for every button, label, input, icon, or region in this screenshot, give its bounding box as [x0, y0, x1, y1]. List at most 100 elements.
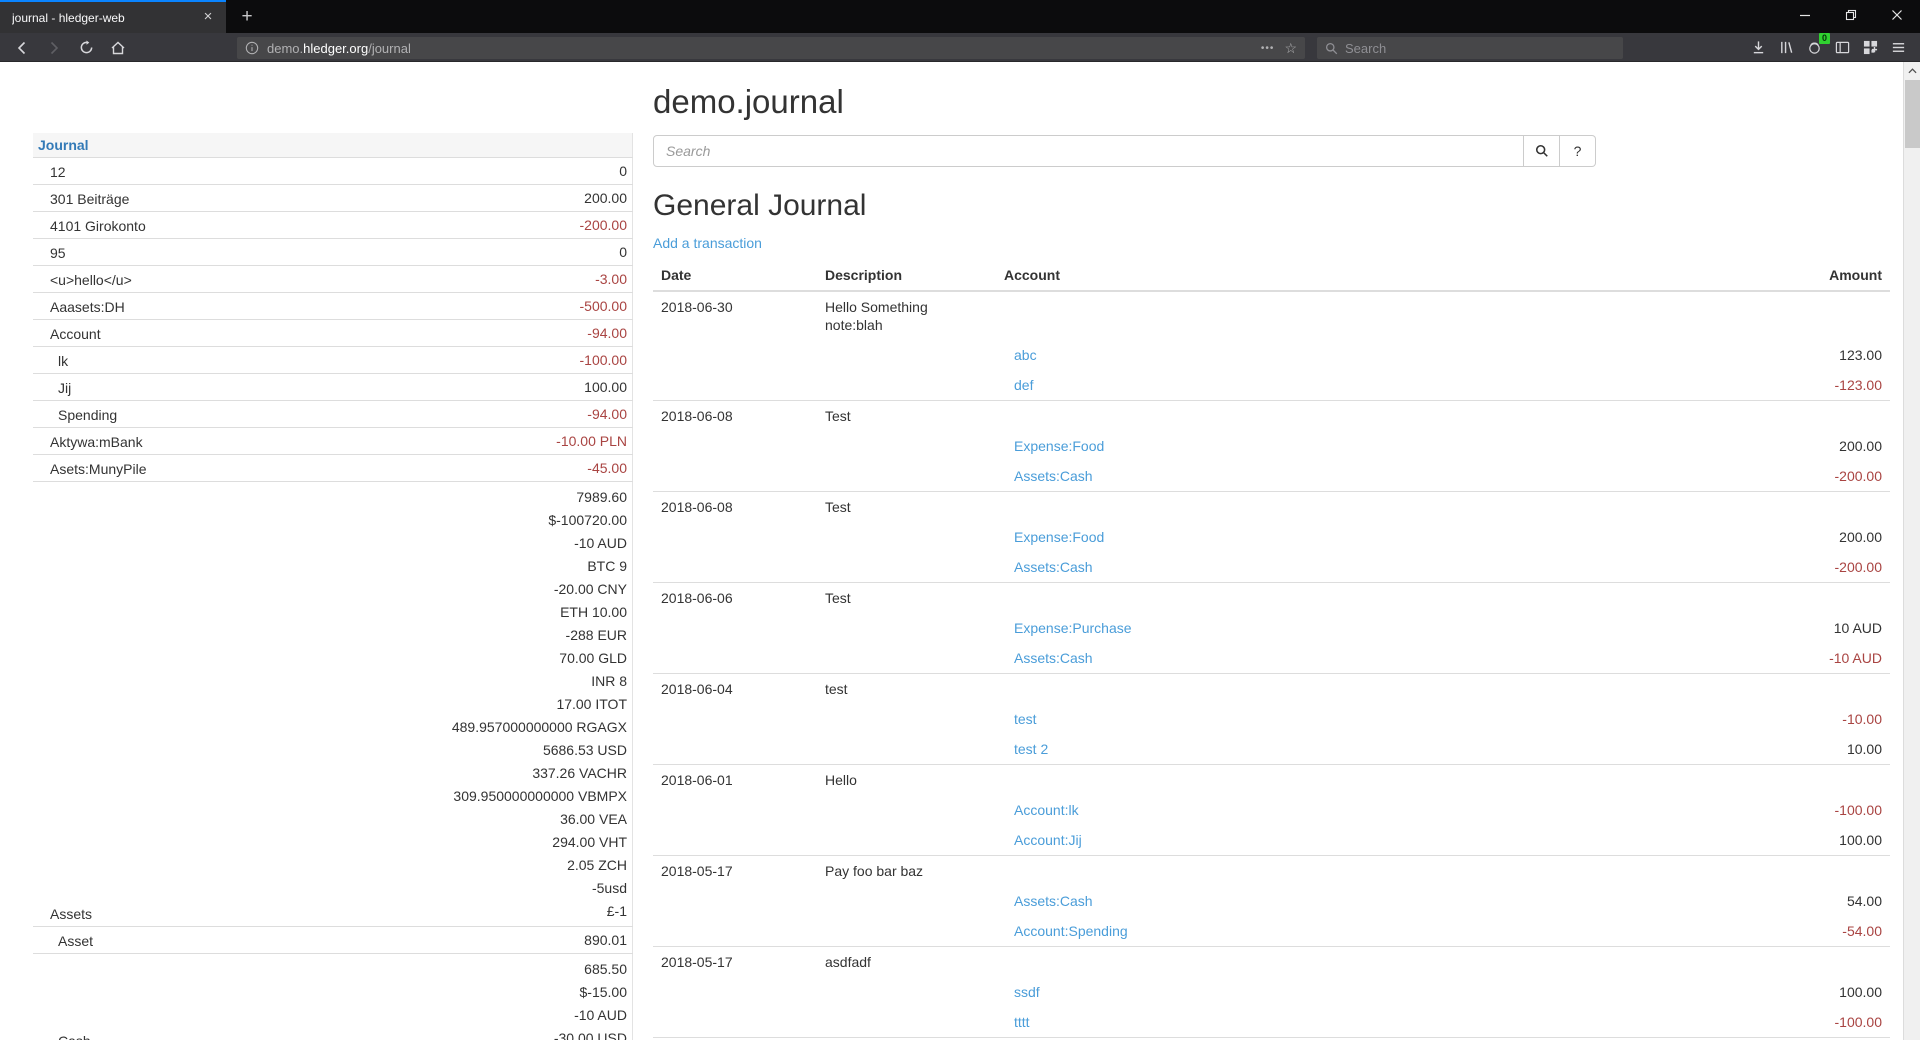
- transaction-title-row[interactable]: 2018-06-04 test: [653, 674, 1890, 705]
- transaction-title-row[interactable]: 2018-06-08 Test: [653, 401, 1890, 432]
- bookmark-star-icon[interactable]: ☆: [1284, 39, 1297, 56]
- transaction-title-row[interactable]: 2018-05-17 Pay foo bar baz: [653, 856, 1890, 887]
- posting-amount: -200.00: [1834, 559, 1882, 575]
- account-balance: £-1: [606, 903, 627, 919]
- sidebar-account-row: <u>hello</u> -3.00: [33, 265, 633, 293]
- forward-button[interactable]: [40, 35, 68, 60]
- transaction-title-row[interactable]: 2018-05-17 asdfadf: [653, 947, 1890, 978]
- sidebar-account-link[interactable]: Account: [50, 326, 101, 342]
- posting-amount: -100.00: [1834, 1014, 1882, 1030]
- posting-account-link[interactable]: tttt: [1014, 1014, 1030, 1030]
- posting-account-link[interactable]: abc: [1014, 347, 1037, 363]
- account-balance: 294.00 VHT: [552, 834, 627, 850]
- posting-row: Expense:Food 200.00: [653, 522, 1890, 552]
- sidebar-account-link[interactable]: Asets:MunyPile: [50, 461, 147, 477]
- posting-account-link[interactable]: Assets:Cash: [1014, 559, 1093, 575]
- posting-account-link[interactable]: def: [1014, 377, 1034, 393]
- posting-row: Account:Spending -54.00: [653, 916, 1890, 947]
- journal-link[interactable]: Journal: [38, 137, 89, 153]
- sidebar-account-link[interactable]: Aktywa:mBank: [50, 434, 143, 450]
- posting-account-link[interactable]: Expense:Food: [1014, 438, 1105, 454]
- posting-account-link[interactable]: Expense:Food: [1014, 529, 1105, 545]
- sidebar-account-link[interactable]: Cash: [58, 1033, 91, 1040]
- posting-account-link[interactable]: Expense:Purchase: [1014, 620, 1132, 636]
- posting-account-link[interactable]: test 2: [1014, 741, 1049, 757]
- posting-row: Assets:Cash -200.00: [653, 552, 1890, 583]
- sidebar-account-link[interactable]: 95: [50, 245, 66, 261]
- page-actions-icon[interactable]: •••: [1260, 42, 1275, 54]
- posting-amount: -100.00: [1834, 802, 1882, 818]
- menu-icon[interactable]: [1884, 35, 1912, 60]
- reload-button[interactable]: [72, 35, 100, 60]
- account-balance: -288 EUR: [565, 627, 627, 643]
- sidebar-account-link[interactable]: Jij: [58, 380, 72, 396]
- transaction-block: 2018-06-08 Test Expense:Food 200.00 Asse…: [653, 400, 1890, 492]
- sidebar-account-link[interactable]: Aaasets:DH: [50, 299, 125, 315]
- posting-amount: 100.00: [1839, 832, 1882, 848]
- extension-icon[interactable]: 0: [1800, 33, 1830, 60]
- search-submit-button[interactable]: [1524, 135, 1560, 167]
- sidebar-account-link[interactable]: lk: [58, 353, 69, 369]
- sidebar-account-link[interactable]: Spending: [58, 407, 118, 423]
- home-button[interactable]: [104, 35, 132, 60]
- posting-account-link[interactable]: ssdf: [1014, 984, 1040, 1000]
- posting-account-link[interactable]: Assets:Cash: [1014, 468, 1093, 484]
- window-restore-button[interactable]: [1828, 0, 1874, 29]
- posting-account-link[interactable]: Assets:Cash: [1014, 650, 1093, 666]
- tab-title: journal - hledger-web: [12, 10, 125, 25]
- transaction-block: 2018-06-01 Hello Account:lk -100.00 Acco…: [653, 764, 1890, 856]
- url-bar[interactable]: demo.hledger.org/journal ••• ☆: [237, 37, 1305, 59]
- page-scrollbar[interactable]: [1903, 62, 1920, 1040]
- new-tab-button[interactable]: +: [241, 6, 253, 27]
- account-balance: -94.00: [587, 406, 627, 422]
- posting-account-link[interactable]: Account:Jij: [1014, 832, 1082, 848]
- search-input[interactable]: [653, 135, 1524, 167]
- scrollbar-thumb[interactable]: [1905, 80, 1920, 148]
- sidebar-account-link[interactable]: Asset: [58, 933, 94, 949]
- site-info-icon[interactable]: [245, 41, 259, 55]
- posting-row: Assets:Cash -10 AUD: [653, 643, 1890, 674]
- sidebar-account-row: Aktywa:mBank -10.00 PLN: [33, 427, 633, 455]
- posting-account-link[interactable]: Account:lk: [1014, 802, 1079, 818]
- account-balance: 337.26 VACHR: [532, 765, 627, 781]
- transaction-title-row[interactable]: 2018-06-06 Test: [653, 583, 1890, 614]
- transaction-title-row[interactable]: 2018-06-01 Hello: [653, 765, 1890, 796]
- sidebar-account-link[interactable]: <u>hello</u>: [50, 272, 132, 288]
- downloads-icon[interactable]: [1744, 35, 1772, 60]
- transaction-description: Test: [825, 590, 851, 606]
- library-icon[interactable]: [1772, 35, 1800, 60]
- posting-amount: -10.00: [1842, 711, 1882, 727]
- posting-amount: 10.00: [1846, 741, 1882, 757]
- sidebar-account-link[interactable]: Assets: [50, 906, 93, 922]
- window-minimize-button[interactable]: [1782, 0, 1828, 29]
- scrollbar-up-arrow-icon[interactable]: [1904, 62, 1920, 79]
- transaction-title-row[interactable]: 2018-06-08 Test: [653, 492, 1890, 523]
- add-transaction-link[interactable]: Add a transaction: [653, 235, 762, 251]
- account-balance: 0: [619, 163, 627, 179]
- posting-account-link[interactable]: test: [1014, 711, 1037, 727]
- sidebar-account-row: 301 Beiträge 200.00: [33, 184, 633, 212]
- posting-account-link[interactable]: Account:Spending: [1014, 923, 1128, 939]
- account-balance: BTC 9: [587, 558, 627, 574]
- back-button[interactable]: [8, 35, 36, 60]
- sidebar-account-balances: 7989.60 $-100720.00 -10 AUD BTC 9 -20.00 CNY…: [267, 482, 633, 927]
- sidebar-toggle-icon[interactable]: [1828, 35, 1856, 60]
- tab-close-icon[interactable]: ×: [203, 7, 213, 25]
- sidebar-account-link[interactable]: 4101 Girokonto: [50, 218, 146, 234]
- posting-row: test -10.00: [653, 704, 1890, 734]
- sidebar-account-link[interactable]: 12: [50, 164, 66, 180]
- sidebar-account-link[interactable]: 301 Beiträge: [50, 191, 130, 207]
- transaction-title-row[interactable]: 2018-06-30 Hello Something note:blah: [653, 291, 1890, 340]
- toolbar-search-box[interactable]: Search: [1317, 37, 1623, 59]
- posting-account-link[interactable]: Assets:Cash: [1014, 893, 1093, 909]
- transaction-description: Hello: [825, 772, 857, 788]
- transaction-block: 2018-05-17 Pay foo bar baz Assets:Cash 5…: [653, 855, 1890, 947]
- browser-tab-active[interactable]: journal - hledger-web ×: [0, 0, 226, 33]
- apps-grid-icon[interactable]: [1856, 35, 1884, 60]
- search-help-button[interactable]: ?: [1560, 135, 1596, 167]
- sidebar-account-row: Jij 100.00: [33, 373, 633, 401]
- sidebar-account-row: 12 0: [33, 157, 633, 185]
- sidebar-account-row: Asets:MunyPile -45.00: [33, 454, 633, 482]
- sidebar-account-row: 4101 Girokonto -200.00: [33, 211, 633, 239]
- window-close-button[interactable]: [1874, 0, 1920, 29]
